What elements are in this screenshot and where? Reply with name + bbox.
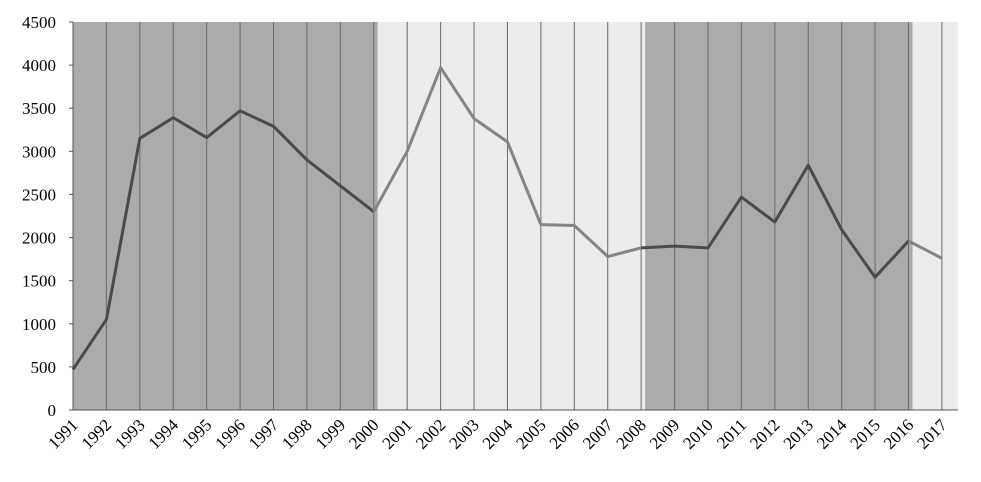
x-tick-label: 1995	[178, 415, 215, 452]
x-tick-label: 2004	[479, 415, 517, 453]
x-tick-label: 1996	[211, 415, 248, 452]
x-tick-label: 2011	[713, 415, 750, 452]
x-tick-label: 2012	[746, 415, 783, 452]
x-tick-label: 1999	[312, 415, 349, 452]
x-tick-label: 2003	[445, 415, 482, 452]
y-tick-label: 1500	[22, 272, 56, 291]
line-segment	[907, 239, 943, 260]
band	[377, 22, 646, 410]
x-tick-label: 2013	[780, 415, 817, 452]
line-segment	[71, 109, 375, 371]
y-tick-label: 3000	[22, 142, 56, 161]
line-segment	[641, 163, 910, 279]
x-tick-label: 2006	[546, 415, 583, 452]
band	[73, 22, 378, 410]
x-tick-label: 2009	[646, 415, 683, 452]
x-tick-label: 2005	[512, 415, 549, 452]
x-tick-label: 1994	[145, 415, 183, 453]
x-tick-label: 1998	[278, 415, 315, 452]
y-tick-label: 4500	[22, 13, 56, 32]
line-segment	[372, 66, 642, 259]
x-tick-label: 1993	[111, 415, 148, 452]
y-tick-label: 3500	[22, 99, 56, 118]
x-tick-label: 2014	[813, 415, 851, 453]
x-tick-label: 2010	[679, 415, 716, 452]
x-tick-label: 2007	[579, 415, 617, 453]
y-tick-label: 1000	[22, 315, 56, 334]
x-tick-label: 1992	[78, 415, 115, 452]
y-tick-label: 2500	[22, 185, 56, 204]
x-tick-label: 2002	[412, 415, 449, 452]
x-tick-label: 2017	[913, 415, 951, 453]
y-tick-label: 2000	[22, 229, 56, 248]
x-tick-label: 2001	[379, 415, 416, 452]
x-tick-label: 2015	[846, 415, 883, 452]
x-tick-label: 1991	[44, 415, 81, 452]
y-tick-label: 500	[31, 358, 57, 377]
y-tick-label: 0	[48, 401, 57, 420]
x-tick-label: 2016	[880, 415, 917, 452]
x-tick-label: 2008	[612, 415, 649, 452]
x-tick-label: 1997	[245, 415, 283, 453]
y-tick-label: 4000	[22, 56, 56, 75]
band	[912, 22, 958, 410]
x-tick-label: 2000	[345, 415, 382, 452]
